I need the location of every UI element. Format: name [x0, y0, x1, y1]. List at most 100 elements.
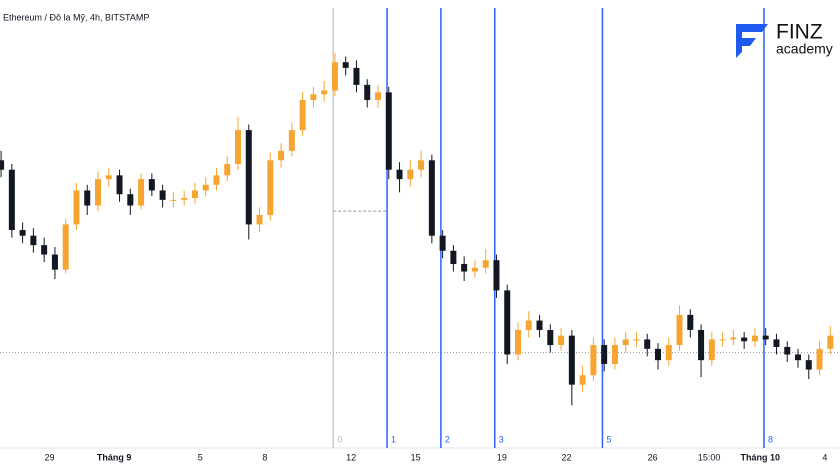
candle-body: [127, 194, 134, 206]
x-tick-label: Tháng 9: [97, 452, 132, 462]
candle-body: [676, 314, 683, 346]
candle-body: [482, 260, 489, 268]
candle-body: [375, 92, 381, 100]
candle-body: [256, 214, 263, 225]
candle-body: [105, 175, 112, 180]
candle-body: [439, 235, 446, 251]
logo: FINZ academy: [736, 21, 833, 58]
candle-body: [396, 169, 403, 180]
candle-body: [364, 84, 371, 100]
x-tick-label: Tháng 10: [741, 452, 781, 462]
candle-body: [816, 348, 823, 370]
candle-body: [622, 339, 629, 346]
candle-body: [536, 320, 543, 330]
x-tick-label: 8: [262, 452, 267, 462]
x-tick-label: 4: [822, 452, 827, 462]
fib-time-zone-label: 2: [445, 434, 450, 444]
fib-time-zone-label: 0: [337, 434, 342, 444]
candle-body: [633, 339, 640, 341]
candle-body: [708, 339, 715, 361]
candle-body: [730, 337, 737, 340]
candle-body: [741, 337, 748, 342]
candle-body: [84, 190, 91, 206]
candle-body: [568, 335, 575, 385]
candle-body: [698, 329, 705, 361]
x-tick-label: 15:00: [698, 452, 721, 462]
x-tick-label: 19: [497, 452, 507, 462]
candle-body: [170, 199, 177, 201]
candle-body: [471, 267, 478, 272]
candle-body: [515, 329, 521, 355]
logo-line1: FINZ: [776, 21, 823, 44]
candle-body: [73, 190, 80, 225]
candle-body: [655, 348, 661, 361]
x-tick-label: 12: [346, 452, 356, 462]
candle-body: [665, 345, 672, 361]
candle-body: [299, 99, 306, 131]
candle-body: [644, 339, 651, 349]
candle-body: [51, 254, 58, 270]
candle-body: [181, 197, 188, 200]
candle-body: [342, 62, 349, 68]
x-tick-label: 15: [411, 452, 421, 462]
candle-body: [493, 260, 500, 291]
candle-body: [795, 354, 801, 361]
candle-body: [450, 250, 457, 264]
candle-body: [525, 320, 532, 330]
candle-body: [558, 335, 565, 346]
candle-body: [579, 375, 586, 385]
candle-body: [8, 169, 15, 231]
candle-body: [159, 190, 166, 200]
candle-body: [191, 190, 198, 198]
candle-body: [762, 335, 769, 340]
x-tick-label: 29: [45, 452, 55, 462]
candle-body: [310, 94, 317, 100]
x-tick-label: 26: [648, 452, 658, 462]
x-tick-label: 5: [198, 452, 203, 462]
candle-body: [590, 345, 597, 376]
candle-body: [95, 179, 101, 206]
candle-body: [213, 175, 220, 185]
logo-line2: academy: [776, 41, 833, 57]
candle-body: [719, 339, 726, 341]
candle-body: [235, 130, 241, 165]
candle-body: [407, 169, 414, 180]
fib-time-zone-label: 8: [768, 434, 773, 444]
candle-body: [278, 150, 285, 161]
candle-body: [547, 329, 554, 346]
candle-body: [138, 179, 145, 206]
candle-body: [202, 184, 209, 191]
candle-body: [30, 235, 37, 246]
candle-body: [773, 339, 780, 347]
candle-body: [267, 160, 274, 215]
candle-body: [504, 290, 511, 355]
candle-body: [827, 335, 834, 349]
candle-body: [805, 360, 812, 370]
candle-body: [288, 130, 295, 151]
candle-body: [784, 346, 791, 355]
candle-body: [611, 345, 618, 364]
candle-body: [687, 314, 694, 330]
candle-body: [41, 245, 48, 255]
fib-time-zone-label: 3: [499, 434, 504, 444]
candle-body: [62, 224, 69, 270]
candle-body: [461, 263, 468, 272]
candle-body: [19, 230, 26, 236]
x-tick-label: 22: [561, 452, 571, 462]
candle-body: [385, 92, 392, 170]
logo-icon: [736, 24, 768, 58]
candle-body: [751, 335, 758, 342]
candle-body: [321, 90, 328, 95]
candle-body: [116, 175, 123, 195]
chart-title: Ethereum / Đô la Mỹ, 4h, BITSTAMP: [3, 12, 149, 22]
candle-body: [353, 67, 360, 85]
candle-body: [331, 62, 338, 91]
candle-body: [601, 345, 608, 364]
candle-body: [418, 160, 425, 170]
candle-body: [245, 130, 252, 225]
candle-body: [148, 179, 155, 191]
candle-body: [0, 160, 5, 170]
candle-body: [224, 164, 231, 176]
